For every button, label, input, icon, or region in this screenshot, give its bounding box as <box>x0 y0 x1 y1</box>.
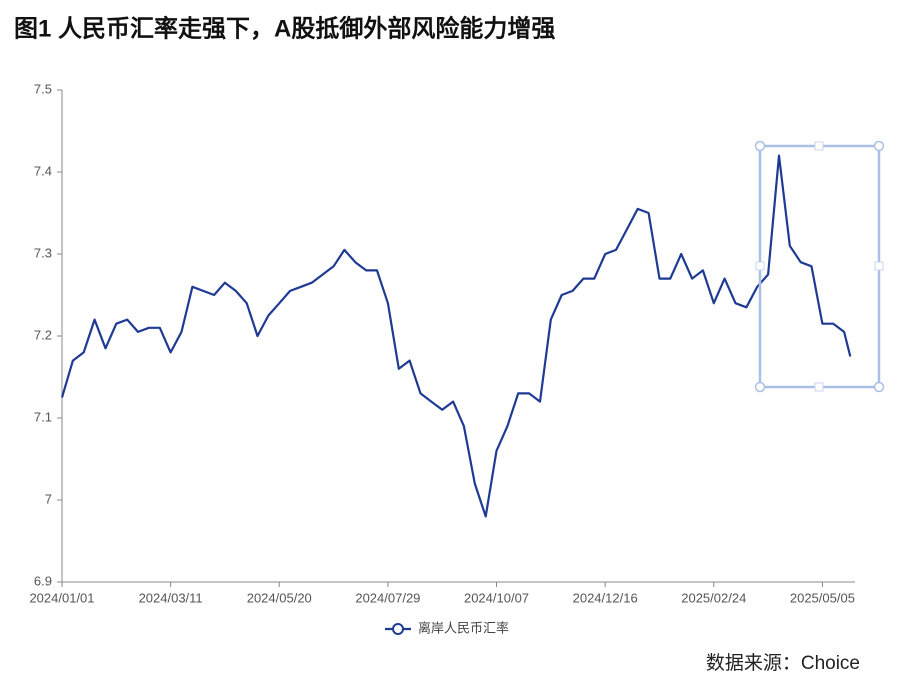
x-tick-label: 2024/03/11 <box>139 590 203 605</box>
x-tick-label: 2025/02/24 <box>681 590 746 605</box>
x-tick-label: 2024/05/20 <box>247 590 312 605</box>
x-tick-label: 2024/12/16 <box>573 590 638 605</box>
x-tick-label: 2025/05/05 <box>790 590 855 605</box>
y-tick-label: 7.1 <box>34 409 52 424</box>
selection-box[interactable] <box>754 140 885 393</box>
legend-marker <box>392 623 404 635</box>
line <box>60 154 852 518</box>
x-tick-label: 2024/07/29 <box>355 590 420 605</box>
source: 数据来源：Choice <box>706 652 860 674</box>
y-tick-label: 6.9 <box>34 573 52 588</box>
y-tick-label: 7.4 <box>34 163 52 178</box>
y-tick-label: 7.2 <box>34 327 52 342</box>
x-tick-label: 2024/01/01 <box>29 590 94 605</box>
legend-label: 离岸人民币汇率 <box>418 620 509 635</box>
y-tick-label: 7.3 <box>34 245 52 260</box>
chart-title: 图1 人民币汇率走强下，A股抵御外部风险能力增强 <box>14 14 555 42</box>
y-tick-label: 7 <box>45 491 52 506</box>
y-tick-label: 7.5 <box>34 81 52 96</box>
x-tick-label: 2024/10/07 <box>464 590 529 605</box>
